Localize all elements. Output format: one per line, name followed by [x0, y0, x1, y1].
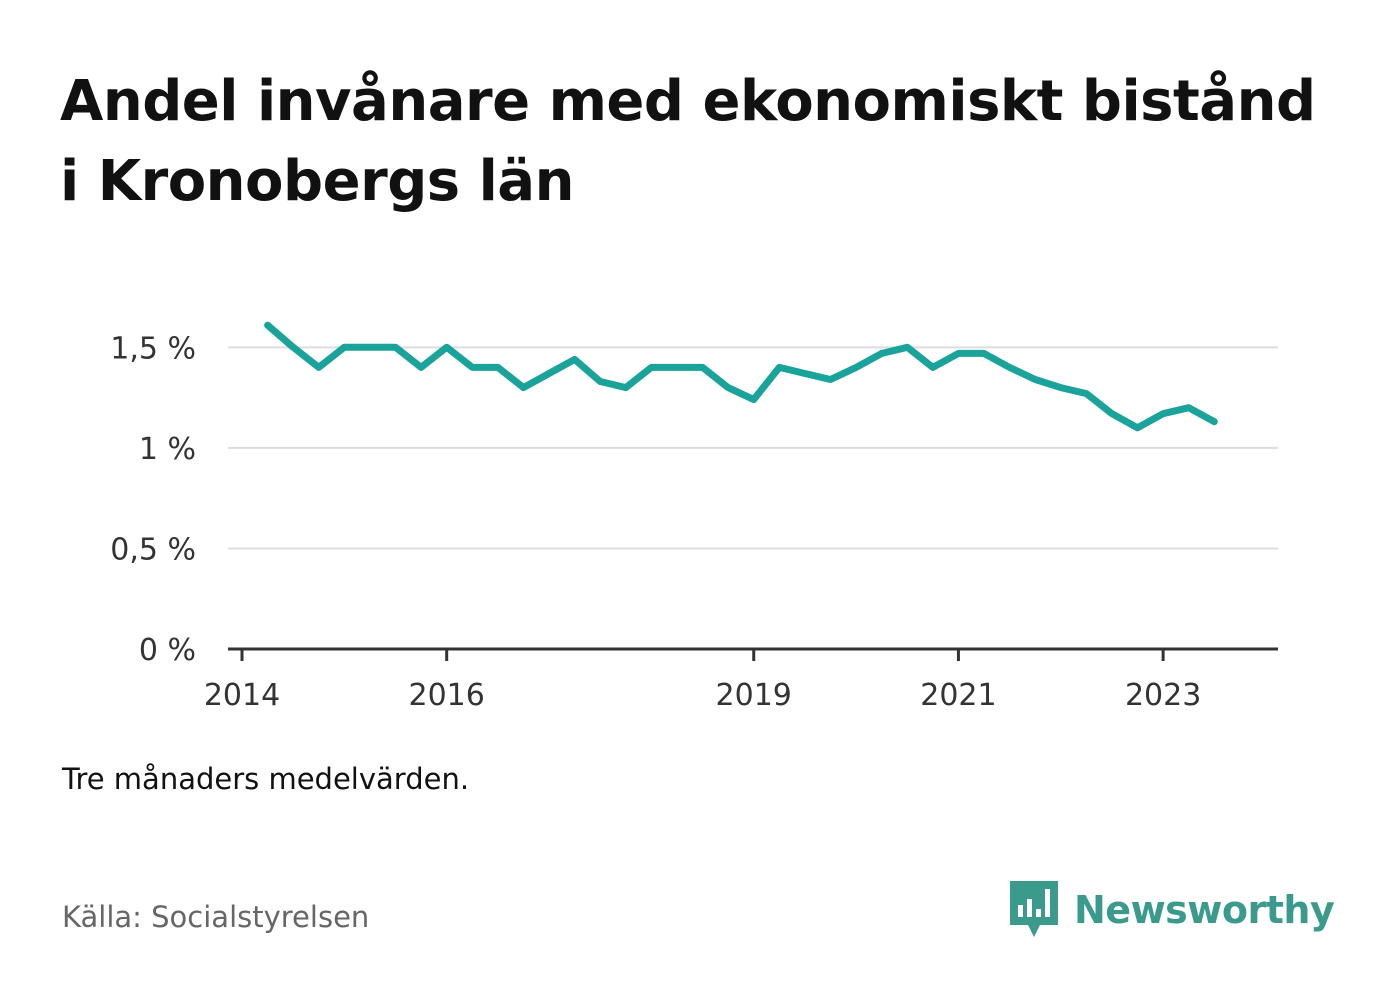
y-tick-label: 0,5 % [110, 532, 196, 567]
x-tick-label: 2023 [1125, 678, 1201, 713]
chart-subtitle: Tre månaders medelvärden. [62, 762, 470, 796]
series-line [264, 321, 1218, 432]
brand-logo[interactable]: Newsworthy [1010, 878, 1335, 942]
x-tick-label: 2019 [716, 678, 792, 713]
y-axis-ticks: 0 % 0,5 % 1 % 1,5 % [110, 331, 196, 668]
x-tick-label: 2021 [920, 678, 996, 713]
x-axis: 2014 2016 2019 2021 2023 [204, 647, 1278, 713]
y-tick-label: 0 % [139, 633, 196, 668]
x-tick-label: 2014 [204, 678, 280, 713]
source-credit: Källa: Socialstyrelsen [62, 900, 370, 934]
series-lines [264, 321, 1218, 432]
y-tick-label: 1,5 % [110, 331, 196, 366]
y-tick-label: 1 % [139, 432, 196, 467]
grid-lines [228, 346, 1278, 550]
x-tick-label: 2016 [409, 678, 485, 713]
brand-name: Newsworthy [1074, 888, 1335, 932]
chart-title: Andel invånare med ekonomiskt bistånd i … [60, 69, 1316, 214]
bar-chart-speech-bubble-icon [1010, 881, 1058, 937]
